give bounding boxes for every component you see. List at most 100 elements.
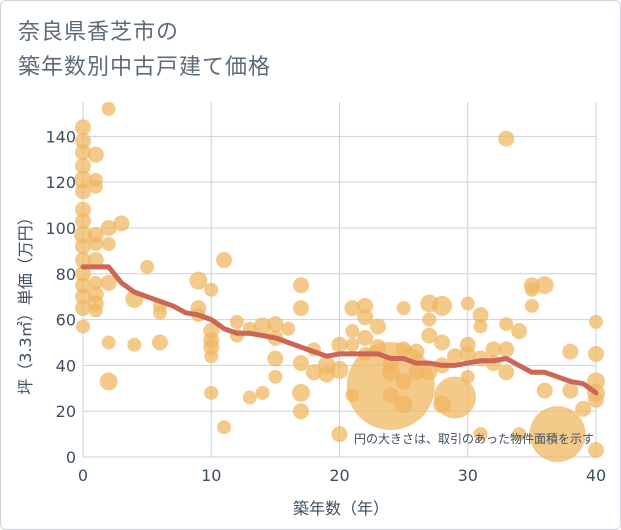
data-point — [331, 426, 348, 443]
data-point — [305, 364, 322, 381]
data-point — [529, 406, 586, 463]
data-point — [460, 296, 475, 311]
data-point — [101, 101, 116, 116]
y-tick-label: 80 — [56, 265, 76, 284]
data-point — [127, 337, 142, 352]
data-point — [511, 323, 528, 340]
data-point — [242, 390, 257, 405]
data-point — [74, 225, 92, 244]
data-point — [381, 363, 400, 382]
y-tick-label: 60 — [56, 311, 76, 330]
data-point — [575, 400, 592, 417]
data-point — [100, 274, 117, 291]
data-point — [588, 391, 604, 408]
data-point — [472, 307, 489, 323]
data-point — [281, 321, 296, 336]
data-point — [75, 300, 91, 317]
data-point — [536, 382, 553, 399]
data-point — [204, 385, 219, 400]
data-point — [75, 144, 91, 161]
data-point — [345, 324, 360, 339]
data-point — [88, 275, 103, 290]
data-point — [255, 385, 270, 400]
data-point — [460, 369, 475, 384]
data-point — [75, 265, 91, 282]
x-tick-label: 10 — [201, 466, 221, 485]
data-point — [189, 271, 208, 290]
x-axis-label: 築年数（年） — [293, 499, 389, 518]
bubble-size-note: 円の大きさは、取引のあった物件面積を示す — [354, 431, 594, 446]
data-point — [101, 335, 116, 350]
x-tick-label: 20 — [329, 466, 349, 485]
data-point — [524, 282, 539, 297]
y-tick-label: 40 — [56, 356, 76, 375]
data-point — [217, 420, 232, 435]
data-point — [395, 341, 412, 358]
grid-lines — [82, 102, 597, 458]
y-tick-label: 120 — [45, 173, 76, 192]
data-point — [267, 350, 284, 367]
data-point — [357, 329, 374, 346]
y-tick-label: 0 — [66, 448, 76, 467]
data-point — [293, 300, 310, 317]
x-tick-label: 40 — [586, 466, 606, 485]
y-tick-label: 20 — [56, 402, 76, 421]
chart-title-line1: 奈良県香芝市の — [18, 20, 180, 45]
data-point — [87, 252, 104, 269]
data-point — [292, 383, 311, 402]
data-point — [588, 442, 604, 459]
data-point — [100, 219, 117, 236]
data-point — [473, 319, 488, 334]
data-point — [151, 334, 168, 351]
chart-title: 奈良県香芝市の 築年数別中古戸建て価格 — [18, 15, 271, 85]
trend-line — [80, 264, 599, 396]
scatter-bubbles — [74, 101, 605, 463]
data-point — [293, 277, 310, 294]
data-point — [75, 238, 91, 255]
data-point — [395, 373, 412, 390]
data-point — [434, 334, 451, 351]
data-point — [268, 369, 283, 384]
data-point — [75, 132, 91, 149]
data-point — [87, 146, 104, 163]
data-point — [432, 295, 453, 316]
data-point — [88, 179, 103, 194]
data-point — [498, 341, 515, 358]
data-point — [345, 337, 360, 352]
data-point — [357, 309, 374, 326]
data-point — [204, 349, 219, 364]
data-point — [498, 130, 515, 147]
data-point — [396, 301, 411, 316]
data-point — [499, 317, 514, 332]
data-point — [75, 252, 91, 269]
data-point — [293, 403, 310, 420]
data-point — [75, 201, 91, 218]
data-point — [113, 215, 130, 232]
data-point — [99, 372, 118, 391]
data-point — [422, 312, 437, 327]
data-point — [229, 314, 244, 329]
y-axis-label: 坪（3.3㎡）単価（万円） — [16, 209, 35, 394]
data-point — [331, 336, 348, 353]
data-point — [88, 237, 103, 251]
data-point — [152, 305, 167, 320]
data-point — [512, 427, 527, 442]
data-point — [535, 276, 554, 295]
data-point — [433, 376, 476, 419]
data-point — [408, 364, 425, 381]
data-point — [382, 387, 399, 404]
y-tick-label: 100 — [45, 219, 76, 238]
data-point — [562, 382, 579, 399]
data-point — [589, 314, 603, 329]
data-point — [344, 300, 361, 317]
data-point — [88, 303, 103, 318]
data-point — [485, 341, 502, 358]
data-point — [75, 158, 91, 175]
data-point — [140, 259, 155, 274]
data-point — [524, 298, 539, 313]
data-point — [498, 364, 515, 381]
y-tick-labels: 0 20 40 60 80 100 120 140 — [45, 127, 76, 467]
data-point — [75, 277, 91, 294]
y-tick-label: 140 — [45, 127, 76, 146]
